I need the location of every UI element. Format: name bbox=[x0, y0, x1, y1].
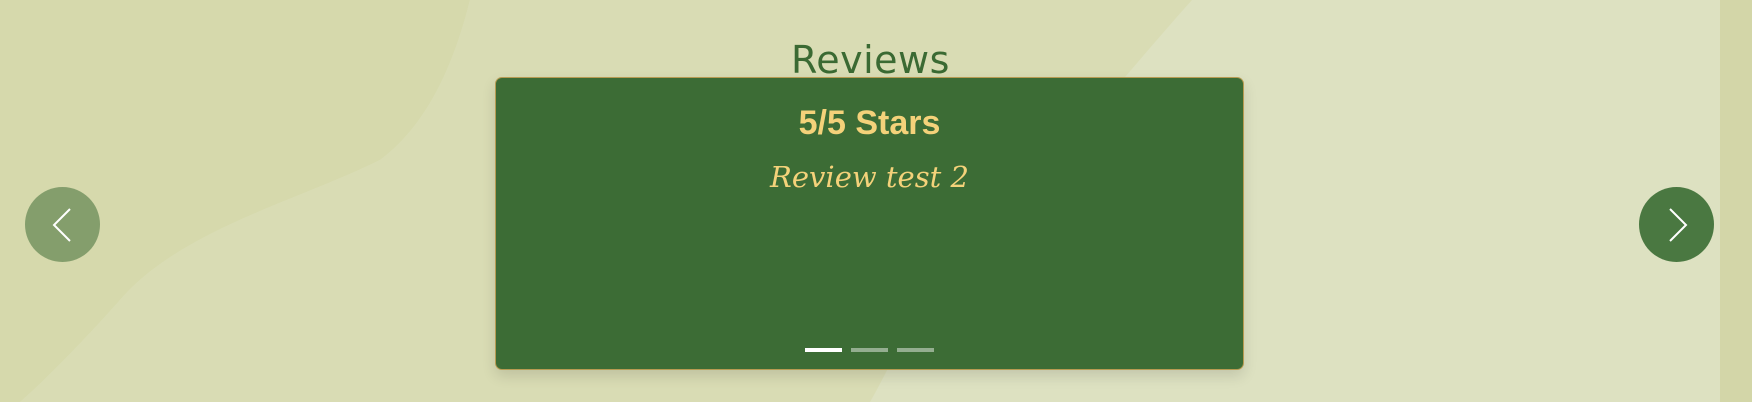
review-text: Review test 2 bbox=[770, 160, 969, 194]
review-rating: 5/5 Stars bbox=[798, 104, 941, 142]
carousel-prev-button[interactable] bbox=[25, 187, 100, 262]
background-blob-left bbox=[0, 0, 470, 402]
carousel-indicator-2[interactable] bbox=[851, 348, 888, 352]
carousel-indicators bbox=[496, 348, 1243, 352]
right-edge-strip bbox=[1720, 0, 1752, 402]
chevron-left-icon bbox=[52, 207, 71, 242]
carousel-indicator-3[interactable] bbox=[897, 348, 934, 352]
chevron-right-icon bbox=[1668, 207, 1687, 242]
review-card: 5/5 Stars Review test 2 bbox=[495, 77, 1244, 370]
carousel-indicator-1[interactable] bbox=[805, 348, 842, 352]
carousel-next-button[interactable] bbox=[1639, 187, 1714, 262]
section-title: Reviews bbox=[791, 37, 950, 82]
